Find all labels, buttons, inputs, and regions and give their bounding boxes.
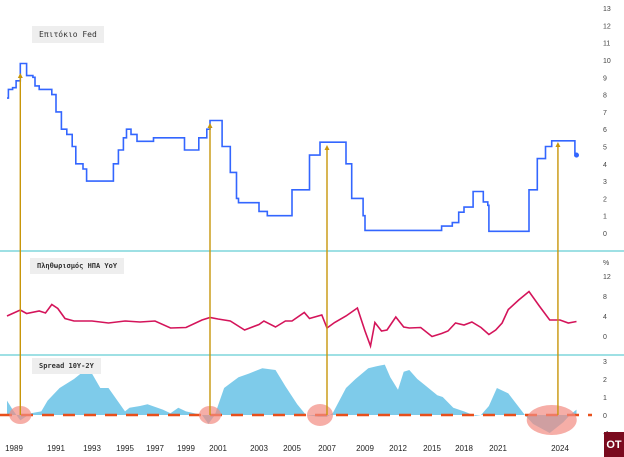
y-tick-label: 8 [603, 294, 607, 301]
y-tick-label: 1 [603, 395, 607, 402]
spread-panel-title: Spread 10Y-2Y [32, 358, 101, 374]
y-tick-label: 13 [603, 6, 611, 13]
x-tick-label: 1993 [83, 444, 101, 453]
x-tick-label: 2009 [356, 444, 374, 453]
x-tick-label: 2005 [283, 444, 301, 453]
y-tick-label: 1 [603, 214, 607, 221]
inflation-panel-title: Πληθωρισμός ΗΠΑ YoY [30, 258, 125, 274]
spread-area [7, 364, 577, 433]
x-tick-label: 1989 [5, 444, 23, 453]
y-tick-label: 6 [603, 127, 607, 134]
x-tick-label: 1991 [47, 444, 65, 453]
x-tick-label: 2003 [250, 444, 268, 453]
y-tick-label: 0 [603, 334, 607, 341]
inversion-highlight [307, 404, 333, 426]
inflation-line [6, 290, 577, 350]
y-tick-label: 0 [603, 231, 607, 238]
inversion-highlight [526, 405, 577, 435]
y-tick-label: 2 [603, 196, 607, 203]
y-tick-label: 0 [603, 413, 607, 420]
y-unit-label: % [603, 260, 609, 267]
x-tick-label: 1997 [146, 444, 164, 453]
y-tick-label: 11 [603, 41, 610, 48]
y-tick-label: 12 [603, 274, 611, 281]
y-tick-label: 7 [603, 110, 607, 117]
x-tick-label: 2021 [489, 444, 507, 453]
ot-logo: OT [604, 432, 624, 457]
x-tick-label: 2018 [455, 444, 473, 453]
y-tick-label: 3 [603, 359, 607, 366]
fed-rate-line [7, 62, 578, 233]
x-tick-label: 2007 [318, 444, 336, 453]
y-tick-label: 2 [603, 377, 607, 384]
y-tick-label: 9 [603, 75, 607, 82]
x-tick-label: 1999 [177, 444, 195, 453]
y-tick-label: 4 [603, 314, 607, 321]
arrow-head-icon [207, 123, 213, 128]
y-tick-label: 5 [603, 145, 607, 152]
x-tick-label: 2001 [209, 444, 227, 453]
x-tick-label: 2024 [551, 444, 569, 453]
y-tick-label: 10 [603, 58, 611, 65]
arrow-head-icon [324, 145, 330, 150]
x-tick-label: 2015 [423, 444, 441, 453]
y-tick-label: 8 [603, 93, 607, 100]
arrow-head-icon [555, 142, 561, 147]
x-tick-label: 2012 [389, 444, 407, 453]
arrow-head-icon [17, 73, 23, 78]
y-tick-label: 12 [603, 23, 611, 30]
fed-latest-marker [574, 152, 579, 158]
y-tick-label: 3 [603, 179, 607, 186]
fed-panel-title: Επιτόκιο Fed [32, 26, 104, 43]
y-tick-label: 4 [603, 162, 607, 169]
x-tick-label: 1995 [116, 444, 134, 453]
